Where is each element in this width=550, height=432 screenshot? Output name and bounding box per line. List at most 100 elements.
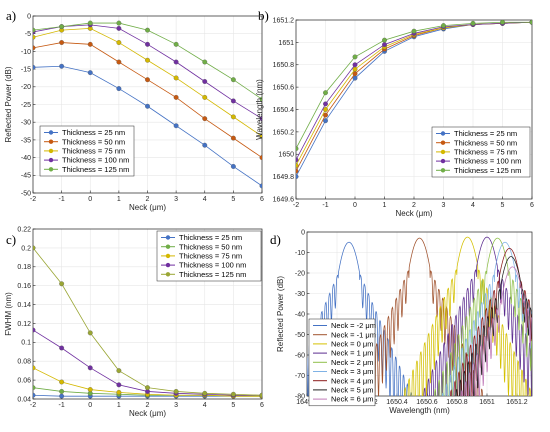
data-point (33, 34, 36, 40)
x-tick-label: 1651 (479, 399, 495, 406)
data-point (87, 387, 93, 393)
y-axis-label: Reflected Power (dB) (276, 276, 285, 352)
legend-swatch-marker (440, 158, 446, 164)
data-point (59, 388, 65, 394)
data-point (145, 385, 150, 391)
panel-1: -2 -1 0 1 2 3 4 5 6-50-45-40-35-30-25-20-15-10-5… (4, 13, 264, 212)
data-point (173, 41, 179, 47)
spectrum-line-9 (460, 266, 532, 396)
spectrum-line-2 (356, 237, 483, 396)
data-point (116, 59, 122, 65)
spectrum-line-1 (307, 241, 413, 396)
legend-entry: Neck = 0 μm (331, 340, 373, 349)
data-point (230, 163, 236, 169)
x-tick-label: 5 (231, 402, 235, 409)
x-tick-label: -1 (59, 196, 65, 203)
chart-panels: -2 -1 0 1 2 3 4 5 6-50-45-40-35-30-25-20-15-10-5… (4, 13, 534, 418)
x-tick-label: 6 (530, 202, 534, 209)
y-tick-label: -50 (21, 190, 31, 197)
legend-entry: Thickness = 50 nm (454, 138, 517, 147)
x-tick-label: 3 (174, 402, 178, 409)
data-point (352, 62, 358, 68)
data-point (116, 25, 122, 31)
data-point (116, 389, 122, 395)
series-5 (296, 20, 532, 152)
x-axis-label: Neck (μm) (129, 203, 166, 212)
x-tick-label: 4 (203, 402, 207, 409)
data-point (202, 142, 208, 148)
series-3 (33, 25, 262, 139)
series-5 (33, 20, 262, 102)
data-point (323, 107, 328, 112)
data-point (382, 42, 387, 48)
data-point (33, 27, 36, 33)
y-tick-label: -20 (21, 84, 31, 91)
data-point (352, 66, 358, 72)
legend-swatch-marker (48, 157, 54, 163)
legend-entry: Thickness = 75 nm (62, 147, 125, 156)
legend-swatch-marker (165, 262, 171, 268)
panel-2: -2 -1 0 1 2 3 4 5 6 1649.6 1649.8 1650 1650.2 1650.4 1… (255, 17, 534, 218)
x-tick-label: 3 (442, 202, 446, 209)
data-point (259, 116, 262, 122)
data-point (441, 23, 446, 29)
data-point (296, 162, 299, 168)
data-point (116, 86, 122, 92)
data-point (173, 388, 179, 394)
plot-area (33, 20, 262, 189)
legend-entry: Thickness = 125 nm (454, 166, 521, 175)
data-point (59, 63, 65, 69)
data-point (323, 101, 328, 107)
y-tick-label: 1650.2 (273, 129, 295, 136)
data-point (259, 392, 262, 398)
y-tick-label: -30 (295, 291, 305, 298)
data-point (59, 40, 65, 45)
x-tick-label: 2 (146, 196, 150, 203)
panel-3: -2 -1 0 1 2 3 4 5 6 0.04 0.06 0.08 0.1 0.12 0.14 0.16 0.… (4, 226, 264, 418)
panel-label-d: d) (270, 232, 281, 247)
legend-entry: Thickness = 75 nm (179, 252, 242, 261)
x-tick-label: 0 (88, 196, 92, 203)
data-point (87, 70, 93, 76)
legend-entry: Thickness = 75 nm (454, 148, 517, 157)
data-point (145, 103, 150, 109)
data-point (33, 385, 36, 391)
y-tick-label: -50 (295, 332, 305, 339)
y-axis-label: FWHM (nm) (4, 292, 13, 336)
y-tick-label: 0 (27, 13, 31, 20)
x-tick-label: 0 (353, 202, 357, 209)
x-tick-label: 1651.2 (506, 399, 528, 406)
data-point (33, 365, 36, 371)
x-tick-label: 4 (471, 202, 475, 209)
data-point (173, 123, 179, 129)
legend-swatch-marker (165, 244, 171, 249)
data-point (116, 20, 122, 26)
data-point (323, 112, 328, 118)
y-axis-label: Reflected Power (dB) (4, 66, 13, 142)
legend-entry: Neck = 5 μm (331, 386, 373, 395)
legend-swatch-marker (440, 168, 446, 173)
y-tick-label: -5 (25, 31, 31, 38)
panel-label-a: a) (6, 8, 16, 23)
panel-4: 1649.816501650.21650.41650.61650.8165116… (276, 229, 533, 415)
y-tick-label: -10 (21, 49, 31, 56)
data-point (352, 54, 358, 60)
y-tick-label: 1650.4 (273, 107, 295, 114)
legend-entry: Thickness = 25 nm (62, 128, 125, 137)
legend-entry: Thickness = 25 nm (179, 233, 242, 242)
y-tick-label: -35 (21, 137, 31, 144)
data-point (173, 94, 179, 100)
legend-entry: Thickness = 50 nm (62, 137, 125, 146)
spectrum-line-4 (423, 236, 532, 396)
data-point (202, 390, 208, 396)
x-tick-label: -2 (30, 196, 36, 203)
data-point (230, 98, 236, 104)
legend-swatch-marker (440, 149, 446, 155)
legend-entry: Neck = 3 μm (331, 367, 373, 376)
x-tick-label: -2 (293, 202, 299, 209)
y-tick-label: 1650 (278, 152, 294, 159)
data-point (116, 382, 122, 388)
data-point (202, 94, 208, 100)
